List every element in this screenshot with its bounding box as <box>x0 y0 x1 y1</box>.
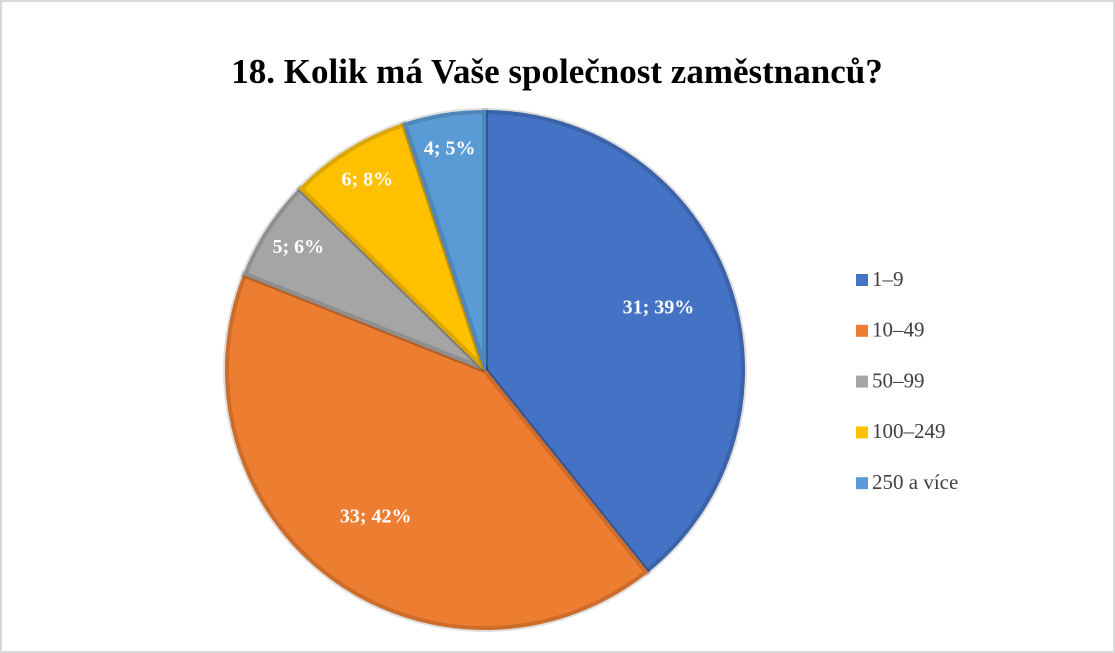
slice-edge <box>295 120 488 373</box>
legend-swatch <box>856 375 868 388</box>
slice-edge <box>400 107 488 371</box>
legend-label: 50–99 <box>872 368 925 392</box>
chart-title: 18. Kolik má Vaše společnost zaměstnanců… <box>231 52 882 91</box>
legend-label: 100–249 <box>872 419 946 443</box>
data-label: 6; 8% <box>341 168 393 190</box>
data-label: 33; 42% <box>340 505 412 527</box>
pie-slice <box>402 109 486 371</box>
legend-swatch <box>856 477 868 490</box>
slice-edge <box>223 270 652 632</box>
legend-swatch <box>856 426 868 439</box>
legend-label: 250 a více <box>872 470 958 494</box>
pie-slice <box>225 273 649 630</box>
slice-edge <box>482 107 747 577</box>
data-label: 4; 5% <box>424 138 476 160</box>
legend-swatch <box>856 324 868 337</box>
legend-label: 1–9 <box>872 267 904 291</box>
pie-slice <box>484 109 745 574</box>
legend-label: 10–49 <box>872 318 925 342</box>
pie-slice <box>298 122 486 371</box>
data-label: 5; 6% <box>272 236 324 258</box>
legend-swatch <box>856 274 868 286</box>
data-label: 31; 39% <box>623 297 695 319</box>
